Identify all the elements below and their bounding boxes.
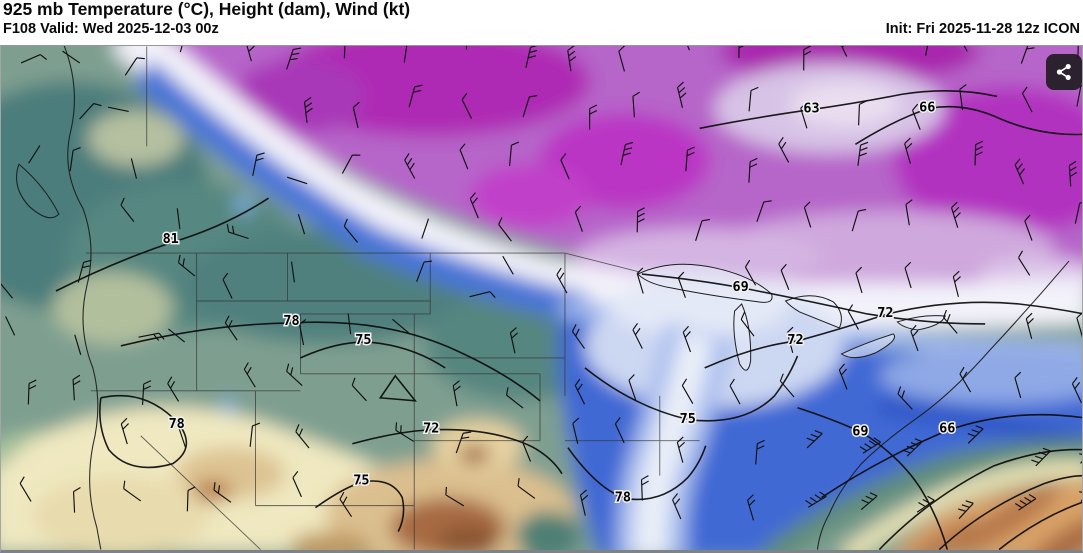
wind-barbs	[1, 46, 1082, 521]
share-button[interactable]	[1046, 54, 1082, 90]
contour-label: 75	[355, 332, 371, 348]
contour-label: 78	[283, 313, 299, 329]
page-title: 925 mb Temperature (°C), Height (dam), W…	[3, 0, 411, 19]
weather-map-canvas[interactable]: 81 78 75 72 78 75 75 78 69 72 72 63 66 69 66	[0, 45, 1083, 553]
share-icon	[1056, 64, 1071, 80]
contour-label: 63	[803, 100, 819, 116]
header-bar: 925 mb Temperature (°C), Height (dam), W…	[0, 0, 1083, 45]
valid-time-label: F108 Valid: Wed 2025-12-03 00z	[3, 21, 219, 37]
contour-label: 66	[919, 99, 935, 115]
great-lakes	[636, 263, 946, 371]
contour-label: 75	[353, 473, 369, 489]
contour-label: 72	[423, 421, 439, 437]
contour-label: 78	[169, 416, 185, 432]
contour-labels: 81 78 75 72 78 75 75 78 69 72 72 63 66 69 66	[161, 98, 957, 507]
temperature-fill-layer	[1, 46, 1082, 550]
contour-label: 66	[939, 421, 955, 437]
coastlines	[16, 46, 1070, 550]
height-contours	[55, 90, 1082, 550]
contour-label: 81	[163, 231, 179, 247]
state-borders	[85, 46, 700, 550]
contour-label: 78	[615, 490, 631, 506]
contour-label: 72	[787, 332, 803, 348]
contour-label: 69	[733, 279, 749, 295]
init-time-label: Init: Fri 2025-11-28 12z ICON	[885, 21, 1080, 37]
contour-label: 75	[680, 411, 696, 427]
contour-label: 72	[877, 305, 893, 321]
contour-label: 69	[852, 424, 868, 440]
